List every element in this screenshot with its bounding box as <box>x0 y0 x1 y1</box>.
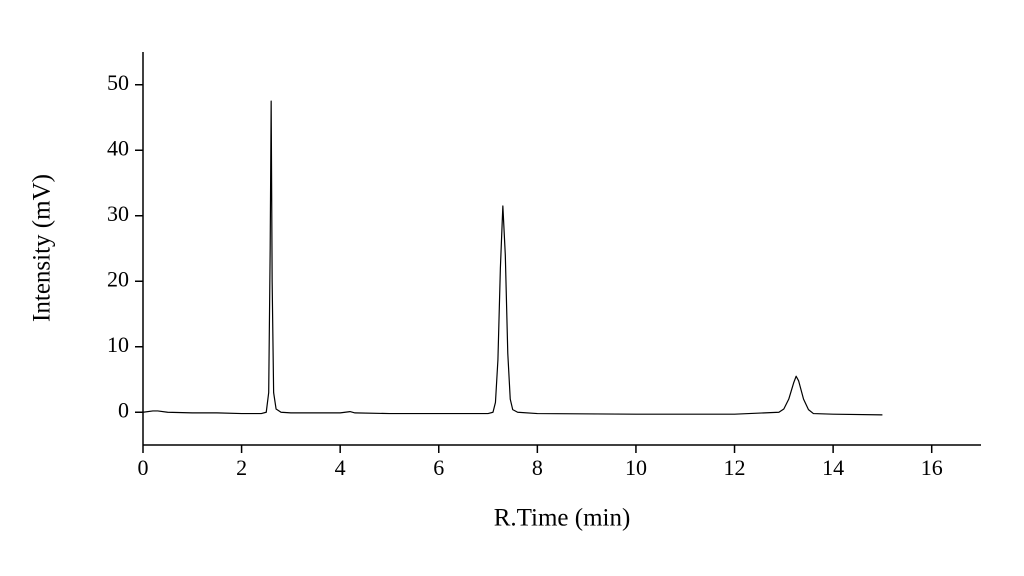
x-tick-label: 4 <box>335 455 346 480</box>
x-tick-label: 14 <box>822 455 844 480</box>
y-tick-label: 30 <box>107 201 129 226</box>
y-axis-title: Intensity (mV) <box>29 174 56 322</box>
y-tick-label: 10 <box>107 332 129 357</box>
x-tick-label: 2 <box>236 455 247 480</box>
y-tick-label: 50 <box>107 70 129 95</box>
line <box>142 100 883 416</box>
x-tick-label: 12 <box>724 455 746 480</box>
y-tick-label: 0 <box>118 397 129 422</box>
x-tick-label: 8 <box>532 455 543 480</box>
y-tick-label: 40 <box>107 135 129 160</box>
x-tick-label: 0 <box>138 455 149 480</box>
x-axis-title: R.Time (min) <box>494 505 631 532</box>
y-tick-label: 20 <box>107 266 129 291</box>
x-tick-label: 6 <box>433 455 444 480</box>
x-tick-label: 16 <box>921 455 943 480</box>
x-tick-label: 10 <box>625 455 647 480</box>
